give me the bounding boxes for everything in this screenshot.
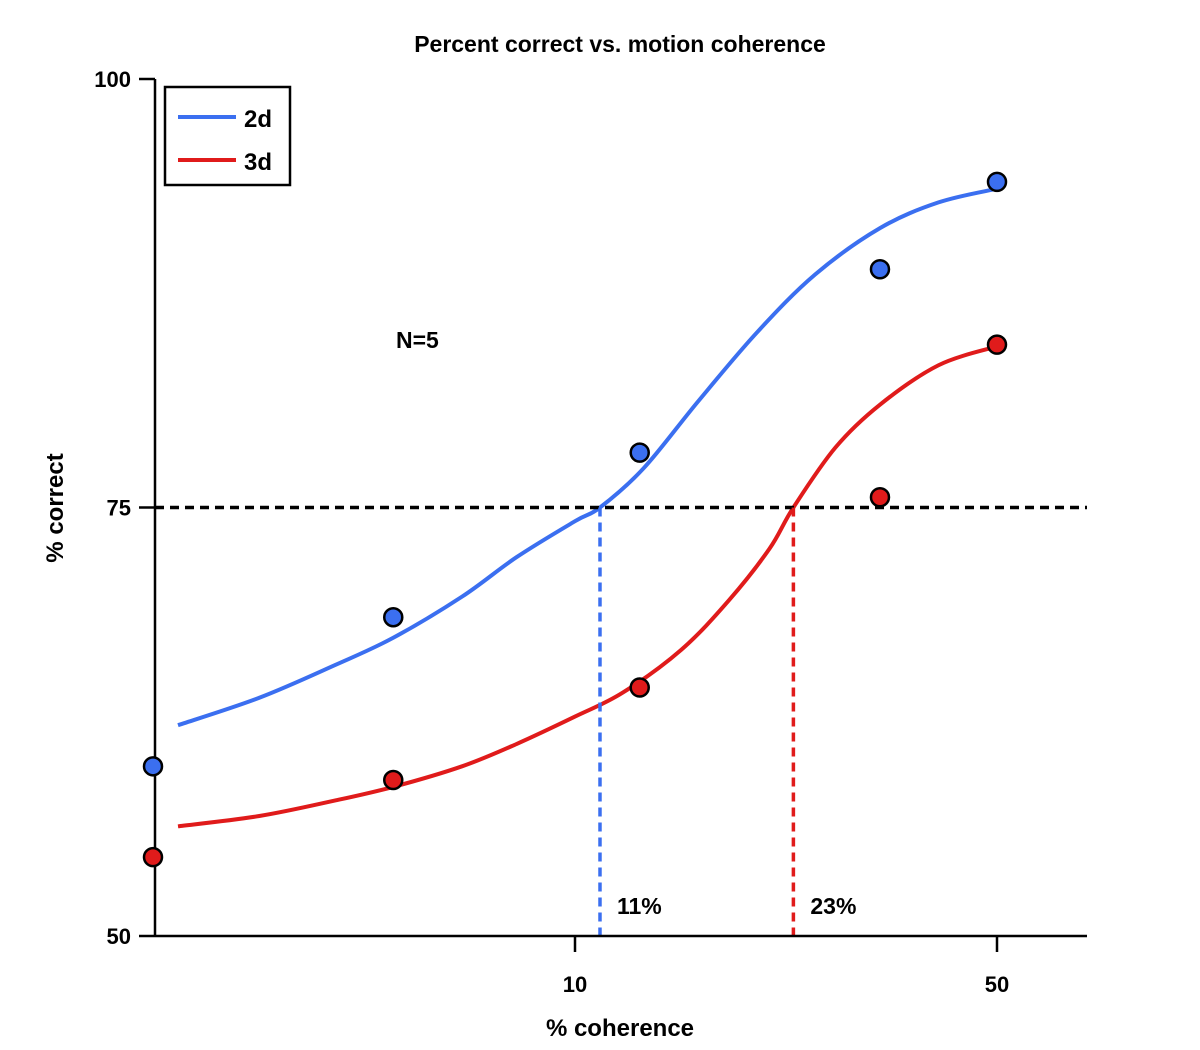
y-tick-label-75: 75 <box>107 496 131 521</box>
data-point-3d-5 <box>986 334 1008 355</box>
legend-label-3d: 3d <box>244 149 272 176</box>
sample-size-annotation: N=5 <box>396 327 439 353</box>
x-tick-label-50: 50 <box>985 972 1009 997</box>
legend: 2d 3d <box>163 85 292 187</box>
legend-box <box>163 85 292 187</box>
data-point-3d-4 <box>869 486 891 508</box>
x-axis-label: % coherence <box>546 1015 694 1042</box>
data-point-2d-3 <box>629 442 650 463</box>
data-point-3d-1 <box>142 846 164 868</box>
data-point-2d-5 <box>986 171 1008 193</box>
fit-curves <box>177 186 998 829</box>
y-tick-label-100: 100 <box>94 67 131 92</box>
threshold-label-3d: 23% <box>810 893 856 919</box>
data-point-2d-1 <box>142 756 164 777</box>
data-point-2d-2 <box>383 606 404 628</box>
y-tick-label-50: 50 <box>107 924 131 949</box>
data-point-3d-2 <box>383 769 404 791</box>
axis-ticks: 50 75 100 10 50 <box>94 67 1009 997</box>
data-points <box>142 171 1008 868</box>
fit-curve-3d <box>177 344 998 829</box>
threshold-guides: 11% 23% <box>155 505 1087 936</box>
data-point-3d-3 <box>629 677 650 698</box>
threshold-label-2d: 11% <box>617 893 662 919</box>
y-axis-label: % correct <box>42 453 69 562</box>
x-tick-label-10: 10 <box>563 972 587 997</box>
chart-title: Percent correct vs. motion coherence <box>414 31 826 57</box>
data-point-2d-4 <box>869 259 891 280</box>
legend-label-2d: 2d <box>244 106 272 133</box>
